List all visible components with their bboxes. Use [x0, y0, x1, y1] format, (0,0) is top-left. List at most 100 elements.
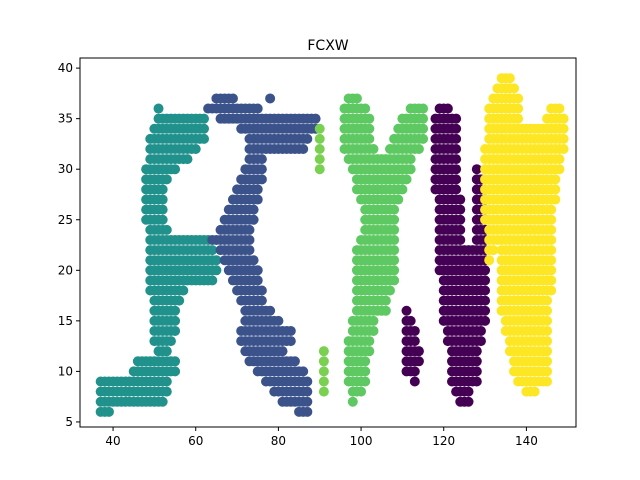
scatter-point — [364, 113, 375, 124]
y-tick-label: 20 — [58, 263, 73, 277]
scatter-point — [302, 133, 313, 144]
scatter-point — [529, 386, 540, 397]
scatter-point — [455, 204, 466, 215]
scatter-point — [409, 325, 420, 336]
scatter-point — [364, 133, 375, 144]
scatter-point — [170, 325, 181, 336]
scatter-point — [554, 164, 565, 175]
scatter-point — [368, 315, 379, 326]
scatter-point — [542, 346, 553, 357]
scatter-point — [554, 103, 565, 114]
scatter-point — [265, 305, 276, 316]
scatter-point — [513, 103, 524, 114]
scatter-point — [318, 386, 329, 397]
scatter-point — [360, 376, 371, 387]
scatter-point — [475, 325, 486, 336]
scatter-point — [558, 143, 569, 154]
scatter-point — [480, 305, 491, 316]
scatter-point — [401, 305, 412, 316]
scatter-point — [550, 194, 561, 205]
scatter-point — [161, 376, 172, 387]
scatter-point — [463, 396, 474, 407]
scatter-point — [351, 93, 362, 104]
x-tick-label: 120 — [432, 434, 455, 448]
scatter-point — [546, 224, 557, 235]
x-tick-label: 80 — [271, 434, 286, 448]
scatter-point — [157, 184, 168, 195]
scatter-point — [550, 174, 561, 185]
scatter-point — [199, 133, 209, 144]
scatter-point — [484, 255, 495, 266]
scatter-point — [471, 366, 482, 377]
chart-title: FCXW — [307, 38, 348, 54]
scatter-point — [480, 285, 491, 296]
scatter-point — [244, 224, 255, 235]
scatter-point — [542, 356, 553, 367]
scatter-point — [227, 93, 238, 104]
scatter-point — [199, 113, 209, 124]
scatter-point — [488, 245, 499, 256]
scatter-point — [314, 123, 325, 134]
scatter-point — [546, 285, 557, 296]
scatter-point — [389, 234, 400, 245]
scatter-point — [360, 366, 371, 377]
scatter-point — [542, 305, 553, 316]
scatter-point — [418, 103, 429, 114]
scatter-point — [546, 245, 557, 256]
scatter-point — [207, 245, 218, 256]
scatter-point — [161, 224, 172, 235]
scatter-point — [393, 194, 404, 205]
scatter-point — [418, 133, 429, 144]
scatter-point — [318, 346, 329, 357]
y-tick-label: 15 — [58, 314, 73, 328]
scatter-point — [368, 143, 379, 154]
scatter-point — [161, 386, 172, 397]
scatter-point — [310, 113, 321, 124]
scatter-point — [265, 93, 276, 104]
y-tick-label: 25 — [58, 213, 73, 227]
scatter-point — [389, 224, 400, 235]
scatter-point — [248, 255, 259, 266]
y-tick-label: 35 — [58, 112, 73, 126]
scatter-point — [103, 406, 114, 417]
scatter-point — [165, 336, 176, 347]
y-tick-label: 30 — [58, 162, 73, 176]
scatter-point — [405, 315, 416, 326]
scatter-point — [161, 174, 172, 185]
scatter-point — [170, 315, 181, 326]
scatter-point — [170, 356, 181, 367]
scatter-point — [455, 234, 466, 245]
scatter-point — [389, 255, 400, 266]
scatter-point — [413, 346, 424, 357]
scatter-point — [207, 275, 218, 286]
scatter-point — [368, 325, 379, 336]
scatter-point — [157, 214, 168, 225]
scatter-point — [513, 93, 524, 104]
scatter-point — [475, 336, 486, 347]
scatter-point — [318, 376, 329, 387]
scatter-point — [401, 174, 412, 185]
scatter-point — [451, 174, 462, 185]
scatter-point — [360, 103, 371, 114]
scatter-point — [244, 234, 255, 245]
scatter-point — [451, 123, 462, 134]
scatter-point — [252, 275, 263, 286]
scatter-point — [546, 204, 557, 215]
scatter-point — [405, 154, 416, 165]
scatter-point — [157, 396, 168, 407]
scatter-point — [364, 123, 375, 134]
x-tick-label: 100 — [350, 434, 373, 448]
scatter-point — [302, 406, 313, 417]
scatter-point — [409, 376, 420, 387]
y-tick-label: 40 — [58, 61, 73, 75]
scatter-point — [199, 123, 209, 134]
scatter-point — [463, 386, 474, 397]
scatter-point — [298, 143, 309, 154]
scatter-point — [178, 285, 189, 296]
scatter-point — [318, 366, 329, 377]
scatter-point — [558, 123, 569, 134]
scatter-point — [558, 113, 569, 124]
scatter-point — [471, 356, 482, 367]
scatter-point — [542, 325, 553, 336]
scatter-point — [190, 143, 201, 154]
